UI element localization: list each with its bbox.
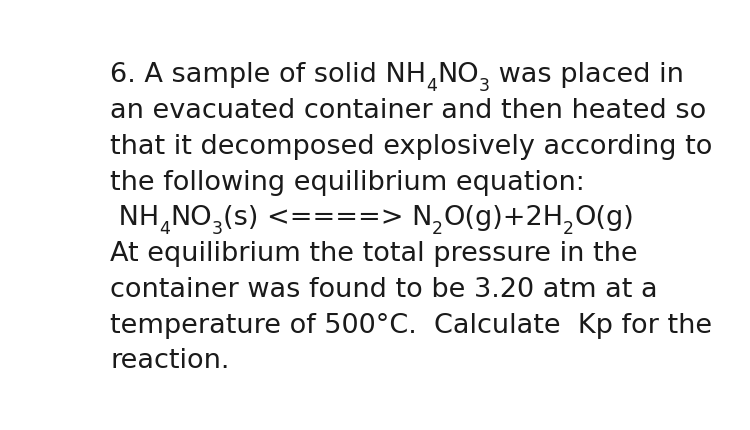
Text: 2: 2 <box>432 220 443 238</box>
Text: NO: NO <box>437 62 479 88</box>
Text: 4: 4 <box>159 220 170 238</box>
Text: an evacuated container and then heated so: an evacuated container and then heated s… <box>110 98 706 124</box>
Text: NO: NO <box>170 205 211 231</box>
Text: 3: 3 <box>478 77 490 95</box>
Text: NH: NH <box>110 205 159 231</box>
Text: At equilibrium the total pressure in the: At equilibrium the total pressure in the <box>110 240 638 267</box>
Text: that it decomposed explosively according to: that it decomposed explosively according… <box>110 134 712 160</box>
Text: 2: 2 <box>563 220 574 238</box>
Text: 3: 3 <box>211 220 223 238</box>
Text: 4: 4 <box>426 77 437 95</box>
Text: 6. A sample of solid NH: 6. A sample of solid NH <box>110 62 426 88</box>
Text: was placed in: was placed in <box>490 62 683 88</box>
Text: temperature of 500°C.  Calculate  Kp for the: temperature of 500°C. Calculate Kp for t… <box>110 312 712 338</box>
Text: container was found to be 3.20 atm at a: container was found to be 3.20 atm at a <box>110 276 658 302</box>
Text: the following equilibrium equation:: the following equilibrium equation: <box>110 169 585 195</box>
Text: O(g): O(g) <box>574 205 634 231</box>
Text: (s) <====> N: (s) <====> N <box>223 205 432 231</box>
Text: reaction.: reaction. <box>110 347 230 373</box>
Text: O(g)+2H: O(g)+2H <box>443 205 563 231</box>
